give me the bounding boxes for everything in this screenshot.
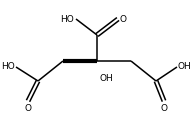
Text: OH: OH xyxy=(178,62,192,71)
Text: O: O xyxy=(160,103,167,112)
Text: HO: HO xyxy=(1,62,15,71)
Text: OH: OH xyxy=(100,73,114,82)
Text: O: O xyxy=(24,103,31,112)
Text: O: O xyxy=(120,15,127,24)
Text: HO: HO xyxy=(60,15,74,24)
